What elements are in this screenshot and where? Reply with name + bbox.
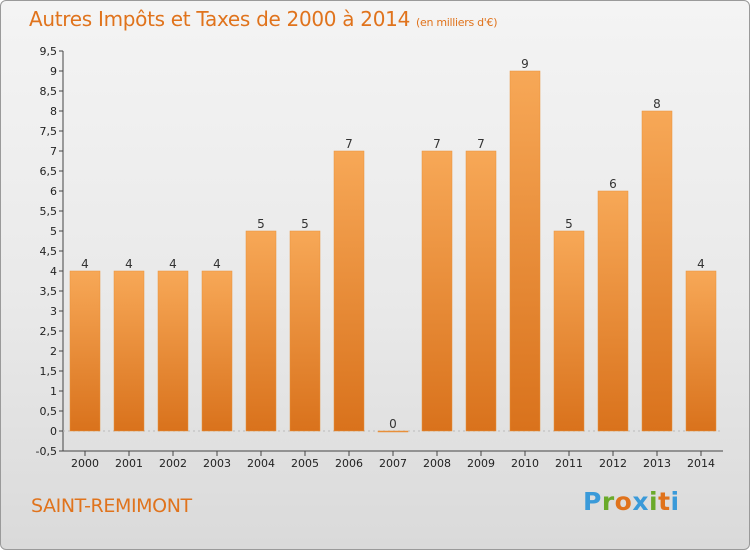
bar xyxy=(685,270,717,432)
x-tick-label: 2003 xyxy=(203,457,231,470)
y-tick-label: 0 xyxy=(50,425,57,438)
bar xyxy=(333,150,365,432)
x-tick-label: 2012 xyxy=(599,457,627,470)
y-tick-label: 7 xyxy=(50,145,57,158)
bar xyxy=(509,70,541,432)
data-label: 4 xyxy=(213,257,221,271)
bar xyxy=(377,430,409,433)
proxiti-logo: Proxiti xyxy=(583,487,680,516)
data-label: 0 xyxy=(389,417,397,431)
logo-letter: o xyxy=(614,487,633,516)
x-tick-label: 2011 xyxy=(555,457,583,470)
y-tick-label: 2,5 xyxy=(40,325,58,338)
bar xyxy=(69,270,101,432)
data-label: 4 xyxy=(169,257,177,271)
bar xyxy=(597,190,629,432)
x-tick-label: 2013 xyxy=(643,457,671,470)
x-tick-label: 2010 xyxy=(511,457,539,470)
chart-subtitle: (en milliers d'€) xyxy=(416,16,498,29)
x-tick-label: 2000 xyxy=(71,457,99,470)
x-tick-label: 2001 xyxy=(115,457,143,470)
x-tick-label: 2004 xyxy=(247,457,275,470)
data-labels: 4 4 4 4 5 5 7 0 7 7 9 5 6 8 4 xyxy=(81,57,705,431)
data-label: 9 xyxy=(521,57,529,71)
title-text: Autres Impôts et Taxes de 2000 à 2014 xyxy=(29,7,410,31)
data-label: 6 xyxy=(609,177,617,191)
y-tick-label: 4,5 xyxy=(40,245,58,258)
x-tick-label: 2014 xyxy=(687,457,715,470)
y-tick-label: 9 xyxy=(50,65,57,78)
y-tick-label: 3 xyxy=(50,305,57,318)
data-label: 7 xyxy=(345,137,353,151)
axes: -0,5 0 0,5 1 1,5 2 2,5 3 3,5 4 4,5 5 5,5 6 6,5 7 7,5 8 8,5… xyxy=(36,45,723,470)
y-tick-label: 6,5 xyxy=(40,165,58,178)
logo-letter: i xyxy=(649,487,659,516)
bar xyxy=(201,270,233,432)
bars xyxy=(69,70,717,433)
data-label: 4 xyxy=(125,257,133,271)
y-tick-label: 5,5 xyxy=(40,205,58,218)
bar xyxy=(421,150,453,432)
logo-letter: P xyxy=(583,487,602,516)
bar xyxy=(113,270,145,432)
data-label: 8 xyxy=(653,97,661,111)
y-tick-label: 4 xyxy=(50,265,57,278)
bar xyxy=(553,230,585,432)
y-tick-label: 2 xyxy=(50,345,57,358)
bar xyxy=(465,150,497,432)
x-tick-label: 2009 xyxy=(467,457,495,470)
x-tick-label: 2006 xyxy=(335,457,363,470)
data-label: 5 xyxy=(565,217,573,231)
x-tick-label: 2005 xyxy=(291,457,319,470)
y-tick-label: 8 xyxy=(50,105,57,118)
logo-letter: i xyxy=(670,487,680,516)
logo-letter: t xyxy=(658,487,671,516)
data-label: 7 xyxy=(477,137,485,151)
y-tick-label: 0,5 xyxy=(40,405,58,418)
x-tick-label: 2002 xyxy=(159,457,187,470)
y-tick-label: -0,5 xyxy=(36,445,57,458)
data-label: 5 xyxy=(257,217,265,231)
data-label: 4 xyxy=(81,257,89,271)
data-label: 7 xyxy=(433,137,441,151)
chart-title: Autres Impôts et Taxes de 2000 à 2014 (en… xyxy=(29,7,497,31)
y-tick-label: 3,5 xyxy=(40,285,58,298)
logo-letter: r xyxy=(601,487,615,516)
y-tick-label: 9,5 xyxy=(40,45,58,58)
y-tick-label: 8,5 xyxy=(40,85,58,98)
data-label: 5 xyxy=(301,217,309,231)
y-tick-label: 5 xyxy=(50,225,57,238)
y-tick-label: 1,5 xyxy=(40,365,58,378)
y-tick-label: 1 xyxy=(50,385,57,398)
bar xyxy=(641,110,673,432)
bar xyxy=(289,230,321,432)
y-tick-label: 6 xyxy=(50,185,57,198)
data-label: 4 xyxy=(697,257,705,271)
bar xyxy=(157,270,189,432)
x-tick-label: 2007 xyxy=(379,457,407,470)
logo-letter: x xyxy=(632,487,649,516)
x-tick-label: 2008 xyxy=(423,457,451,470)
y-tick-label: 7,5 xyxy=(40,125,58,138)
city-name: SAINT-REMIMONT xyxy=(31,495,192,517)
bar xyxy=(245,230,277,432)
